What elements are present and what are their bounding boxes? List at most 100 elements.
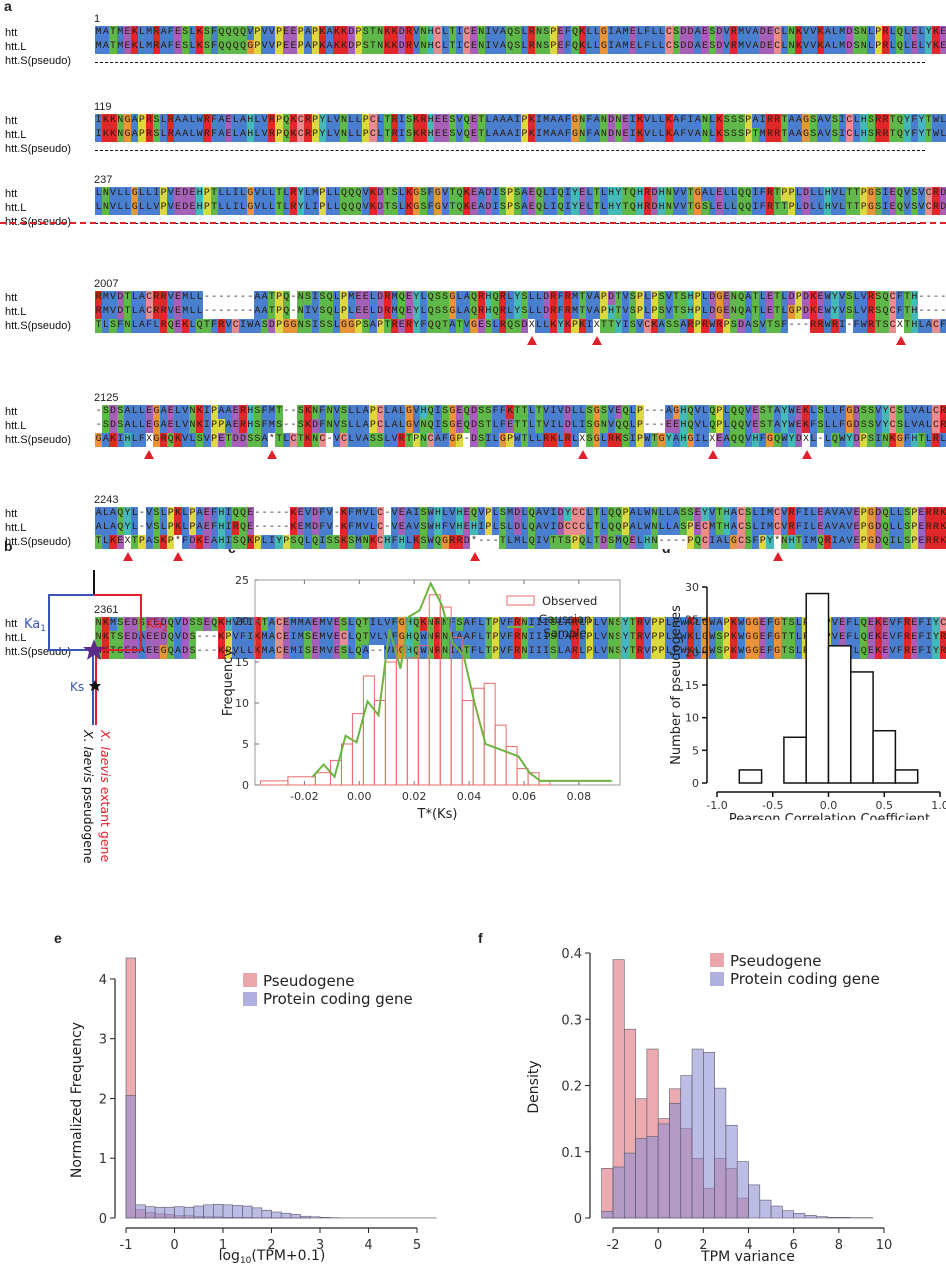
x-tick-label: 2	[699, 1238, 707, 1253]
histogram-bar	[850, 671, 874, 784]
sequence-name: htt	[5, 188, 18, 200]
protein-coding-bar	[736, 1161, 749, 1219]
phylogeny-diagram: Ka1 Ka2 Ks X. laevis extant gene X. laev…	[24, 570, 168, 864]
y-axis-title: Density	[526, 1060, 542, 1113]
position-number: 2361	[94, 604, 119, 616]
ks-star-icon	[89, 680, 101, 691]
panel-label-b: b	[4, 538, 13, 554]
sequence-name: htt.S(pseudo)	[5, 320, 72, 332]
sequence-name: htt.S(pseudo)	[5, 143, 72, 155]
protein-coding-bar	[782, 1210, 794, 1219]
sequence-name: htt.S(pseudo)	[5, 536, 72, 548]
y-tick-label: 0.2	[561, 1080, 582, 1095]
frameshift-marker-icon	[527, 336, 538, 345]
histogram-bar	[494, 724, 507, 786]
legend-pseudogene-label: Pseudogene	[263, 972, 355, 990]
x-tick-label: 3	[316, 1238, 324, 1253]
x-tick-label: 0.02	[402, 790, 427, 803]
protein-coding-bar	[145, 1206, 156, 1219]
legend-protein-coding-swatch	[243, 992, 257, 1006]
legend-protein-coding-label: Protein coding gene	[263, 990, 413, 1008]
protein-coding-bar	[623, 1152, 636, 1219]
protein-coding-bar	[759, 1199, 772, 1219]
frameshift-marker-icon	[708, 450, 719, 459]
ka1-label: Ka1	[24, 617, 46, 634]
legend-observed-swatch	[506, 595, 535, 606]
protein-coding-bar	[646, 1136, 659, 1219]
legend-protein-coding-swatch	[710, 972, 724, 986]
y-tick-label: 0	[692, 777, 699, 790]
protein-coding-bar	[815, 1216, 828, 1219]
y-tick-label: 10	[685, 712, 699, 725]
sequence-row: MATMEKLMRAFESLKSFQQQQVPVVPEEPAPKAKKDPSTN…	[95, 26, 946, 40]
x-tick-label: 0.04	[457, 790, 482, 803]
frameshift-marker-icon	[773, 552, 784, 561]
sequence-name: htt	[5, 27, 18, 39]
x-tick-label: -1.0	[706, 799, 727, 812]
sequence-row: TLKEXTPASKP*FDKEAHISQKPLIYPSQLQISSKSMNKC…	[95, 535, 946, 549]
position-number: 2125	[94, 392, 119, 404]
section-separator	[0, 222, 946, 224]
protein-coding-bar	[725, 1124, 738, 1219]
protein-coding-bar	[251, 1207, 263, 1219]
histogram-bar	[872, 729, 897, 784]
histogram-bar	[505, 745, 518, 786]
sequence-name: htt.L	[5, 129, 27, 141]
x-tick-label: -1	[120, 1238, 133, 1253]
frameshift-marker-icon	[173, 552, 184, 561]
sequence-row: NKTSEDAEEDQVDS---KPVFIKMACEIMSEMVECLQTVL…	[95, 631, 946, 645]
sequence-row: ALAQYL-VSLPKLPAEFHIRQE-----KEMDFV-KFMVLC…	[95, 521, 946, 535]
histogram-bar	[805, 592, 830, 784]
sequence-row: LNVLLGLLVPVEDEHPTLLILGVLLTLRYLIPLLQQQVKD…	[95, 201, 946, 215]
x-tick-label: -0.5	[762, 799, 783, 812]
legend-pseudogene-swatch	[243, 973, 257, 987]
y-tick-label: 30	[685, 581, 699, 594]
x-tick-label: -0.02	[290, 790, 318, 803]
y-axis-title: Number of pseudogenes	[669, 605, 684, 765]
frameshift-marker-icon	[469, 552, 480, 561]
x-tick-label: 0.06	[512, 790, 537, 803]
histogram-bar	[340, 743, 353, 786]
y-tick-label: 4	[99, 973, 107, 988]
sequence-row: IKKNGAPRSLRAALWRFAELAHLVRPQKCRPYLVNLLPCL…	[95, 128, 946, 142]
sequence-name: htt.S(pseudo)	[5, 434, 72, 446]
y-tick-label: 0.3	[561, 1013, 582, 1028]
x-tick-label: 2	[267, 1238, 275, 1253]
panel-label-f: f	[478, 930, 483, 946]
histogram-bar	[259, 780, 289, 786]
protein-coding-bar	[174, 1206, 185, 1219]
y-tick-label: 10	[235, 697, 249, 710]
y-tick-label: 0.1	[561, 1146, 582, 1161]
y-tick-label: 0	[574, 1212, 582, 1227]
histogram-bar	[395, 645, 408, 786]
histogram-bar	[450, 636, 463, 786]
plot-frame	[254, 579, 621, 786]
protein-coding-bar	[261, 1209, 272, 1219]
branch-ka1	[48, 594, 94, 651]
x-tick-label: 8	[835, 1238, 843, 1253]
legend-gaussian-label: Gaussian	[539, 612, 592, 626]
x-tick-label: 0.5	[876, 799, 894, 812]
histogram-bar	[461, 700, 474, 786]
frameshift-marker-icon	[267, 450, 278, 459]
sequence-name: htt.L	[5, 306, 27, 318]
panel-label-a: a	[4, 0, 12, 14]
x-tick-label: 0.08	[567, 790, 592, 803]
histogram-bar	[483, 682, 496, 786]
chart-c-ks-histogram: 0 5 10 15 20 25 -0.02 0.00 0.02 0.04 0.06 0.08 Obser…	[221, 574, 621, 820]
protein-coding-bar	[714, 1087, 727, 1219]
sequence-row: ALAQYL-VSLPKLPAEFHIQQE-----KEVDFV-KFMVLC…	[95, 507, 946, 521]
y-tick-label: 5	[242, 738, 249, 751]
sequence-name: htt.L	[5, 202, 27, 214]
protein-coding-bar	[703, 1052, 715, 1219]
protein-coding-bar	[164, 1206, 175, 1219]
sequence-row: -SDSALLEGAELVNKIPAAERHSFMT--SKNFNVSLLAPC…	[95, 405, 946, 419]
sequence-name: htt	[5, 508, 18, 520]
sequence-row: GAKIHLFXGRQKVLSVPETDDSSA*TLCTKNC-VCLVASS…	[95, 433, 946, 447]
x-tick-label: 0.00	[347, 790, 372, 803]
y-tick-label: 0.4	[561, 947, 582, 962]
position-number: 2007	[94, 278, 119, 290]
histogram-bar	[827, 645, 852, 784]
